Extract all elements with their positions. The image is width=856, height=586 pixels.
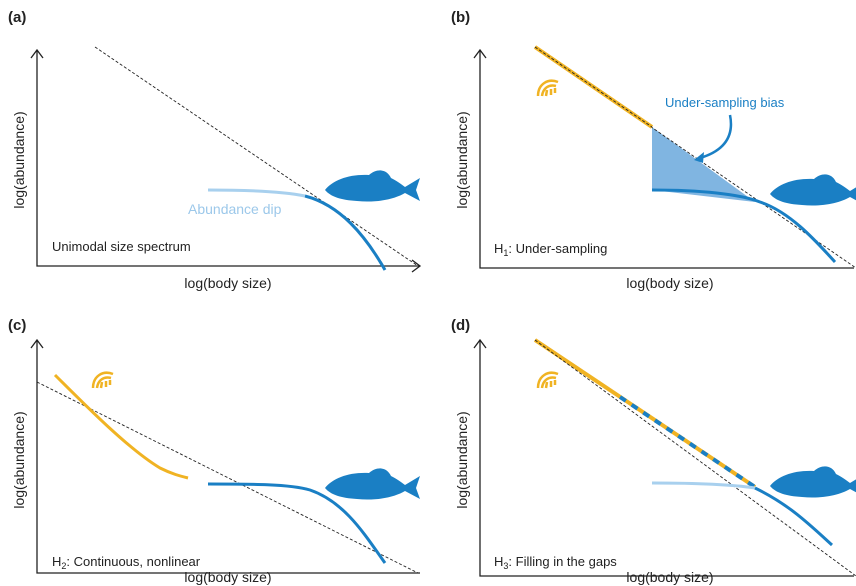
caption: Unimodal size spectrum [52,239,191,254]
curve [652,483,755,488]
annotation: Under-sampling bias [665,95,785,110]
plankton-icon [538,373,558,388]
fish-icon [770,466,856,497]
caption-part: : Continuous, nonlinear [66,554,200,569]
panel-d: (d) log(abundance) log(body size) H3: Fi… [451,317,856,585]
axes [37,50,420,266]
x-axis-label: log(body size) [626,275,713,291]
caption: H3: Filling in the gaps [494,554,617,571]
caption-part: H [52,554,61,569]
x-axis-label: log(body size) [626,569,713,585]
caption-part: : Under-sampling [508,241,607,256]
caption-part: H [494,241,503,256]
panel-label: (a) [8,9,26,26]
fish-icon [770,174,856,205]
y-axis-label: log(abundance) [11,411,27,508]
y-axis-label: log(abundance) [11,111,27,208]
panel-label: (b) [451,9,470,26]
y-axis-label: log(abundance) [454,111,470,208]
panel-a: (a) log(abundance) log(body size) Abunda… [8,9,420,291]
y-axis-label: log(abundance) [454,411,470,508]
caption-part: : Filling in the gaps [508,554,617,569]
plankton-icon [538,81,558,96]
fish-icon [325,170,420,201]
panel-label: (c) [8,317,26,334]
caption: H2: Continuous, nonlinear [52,554,201,571]
reference-line [535,47,652,127]
curve [55,375,188,478]
arrow [700,115,731,158]
panel-label: (d) [451,317,470,334]
fish-icon [325,468,420,499]
annotation: Abundance dip [188,201,282,217]
caption: H1: Under-sampling [494,241,607,258]
axes [480,340,854,576]
x-axis-label: log(body size) [184,275,271,291]
axes [37,340,420,573]
reference-line [95,47,418,266]
figure: (a) log(abundance) log(body size) Abunda… [0,0,856,586]
plankton-icon [93,373,113,388]
curve [208,190,305,196]
curve [305,196,385,270]
x-axis-label: log(body size) [184,569,271,585]
reference-line [535,340,856,576]
panel-b: (b) log(abundance) log(body size) Under-… [451,9,856,291]
caption-part: H [494,554,503,569]
panel-c: (c) log(abundance) log(body size) H2: Co… [8,317,420,585]
